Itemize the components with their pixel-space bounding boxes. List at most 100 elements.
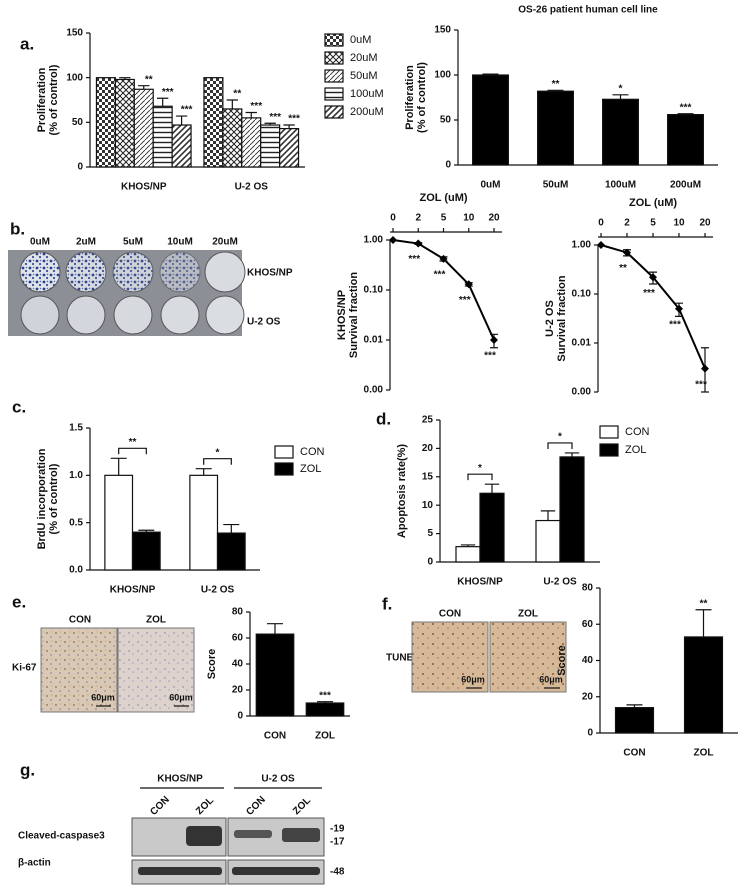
ihc-row-label: Ki-67 [12, 663, 37, 674]
y-tick-label: 0 [77, 162, 83, 173]
bracket [118, 447, 147, 455]
y-tick-label: 20 [582, 691, 594, 702]
error-bar [223, 523, 240, 534]
bar [104, 474, 134, 571]
x-tick-label: U-2 OS [543, 577, 577, 588]
error-bar [156, 97, 169, 107]
error-bar [283, 124, 295, 129]
legend-label: CON [300, 446, 325, 458]
wells [19, 251, 246, 335]
plate-col-label: 10uM [167, 237, 193, 248]
point [389, 236, 397, 244]
y-axis-label: (% of control) [416, 62, 428, 133]
y-axis-label: Proliferation [404, 65, 416, 130]
panel-label: a. [20, 34, 34, 53]
error-bar [226, 99, 239, 109]
bracket [547, 442, 573, 449]
ihc-row-label: TUNEL [386, 653, 419, 664]
y-tick-label: 40 [582, 655, 594, 666]
significance: *** [669, 319, 681, 330]
legend-swatch [324, 105, 344, 119]
x-tick-label: KHOS/NP [457, 577, 503, 588]
panel-label: b. [10, 219, 25, 238]
bar [203, 77, 224, 168]
error-bar [540, 510, 556, 521]
legend-label: 20uM [350, 52, 378, 64]
ihc-col-label: CON [69, 615, 91, 626]
y-tick-label: 150 [66, 28, 83, 39]
error-bar [547, 89, 564, 92]
plate-col-label: 5uM [123, 237, 143, 248]
legend-swatch [274, 445, 294, 459]
error-bar [175, 115, 188, 126]
ihc-col-label: ZOL [146, 615, 166, 626]
y-axis-label: Survival fraction [348, 272, 360, 358]
y-tick-label: 20 [422, 443, 434, 454]
scale-label: 60μm [91, 692, 115, 702]
point [490, 336, 498, 344]
chart-title: OS-26 patient human cell line [518, 5, 658, 16]
ihc-image [411, 621, 489, 693]
ihc-col-label: CON [439, 609, 461, 620]
blot-group-label: KHOS/NP [157, 774, 203, 785]
y-tick-label: 0.01 [364, 335, 384, 346]
error-bar [138, 529, 155, 533]
error-bar [119, 77, 131, 80]
y-tick-label: 50 [72, 117, 84, 128]
mw-marker: -19 [330, 824, 345, 835]
bar [279, 127, 300, 168]
x-tick-label: ZOL [694, 748, 714, 759]
legend-label: 0uM [350, 34, 371, 46]
bar [131, 531, 161, 571]
x-tick-label: 100uM [605, 180, 636, 191]
legend-swatch [324, 33, 344, 47]
legend-label: CON [625, 426, 650, 438]
y-tick-label: 100 [434, 70, 451, 81]
bar [683, 636, 724, 734]
significance: *** [250, 101, 262, 112]
significance: *** [162, 87, 174, 98]
ihc-col-label: ZOL [518, 609, 538, 620]
x-tick-label: U-2 OS [235, 182, 269, 193]
ihc-image [40, 627, 118, 713]
plate-row-label: U-2 OS [247, 317, 281, 328]
y-tick-label: 0.0 [69, 565, 83, 576]
significance: *** [484, 351, 496, 362]
error-bar [460, 544, 476, 547]
point [623, 248, 631, 257]
error-bar [482, 73, 499, 75]
scale-label: 60μm [539, 674, 563, 684]
y-tick-label: 5 [427, 528, 433, 539]
y-tick-label: 0.10 [364, 285, 384, 296]
y-tick-label: 60 [582, 619, 594, 630]
error-bar [267, 623, 283, 635]
bar [479, 492, 505, 563]
bracket [467, 473, 493, 481]
ihc-e: e. CON ZOL Ki-67 60μm 60μm [12, 592, 195, 713]
x-tick-label: CON [264, 731, 286, 742]
significance: *** [434, 269, 446, 280]
x-axis-label: ZOL (uM) [419, 192, 467, 204]
significance: *** [408, 254, 420, 265]
x-tick-label: 0 [390, 213, 396, 224]
point [649, 273, 657, 282]
significance: *** [643, 288, 655, 299]
plate-row-label: KHOS/NP [247, 268, 293, 279]
error-bar [564, 452, 580, 457]
bar [667, 113, 704, 166]
ihc-image [489, 621, 567, 693]
error-bar [317, 701, 333, 703]
bar [241, 117, 262, 168]
x-tick-label: 5 [650, 218, 656, 229]
x-tick-label: 200uM [670, 180, 701, 191]
point [597, 241, 605, 249]
lane-label: ZOL [194, 795, 216, 817]
y-axis-label: U-2 OS [544, 300, 556, 337]
x-tick-label: KHOS/NP [121, 182, 167, 193]
y-axis-label: (% of control) [48, 64, 60, 135]
y-tick-label: 0.10 [572, 289, 592, 300]
error-bar [138, 85, 150, 90]
significance: *** [695, 379, 707, 390]
significance: *** [319, 690, 331, 701]
error-bar [612, 94, 629, 100]
